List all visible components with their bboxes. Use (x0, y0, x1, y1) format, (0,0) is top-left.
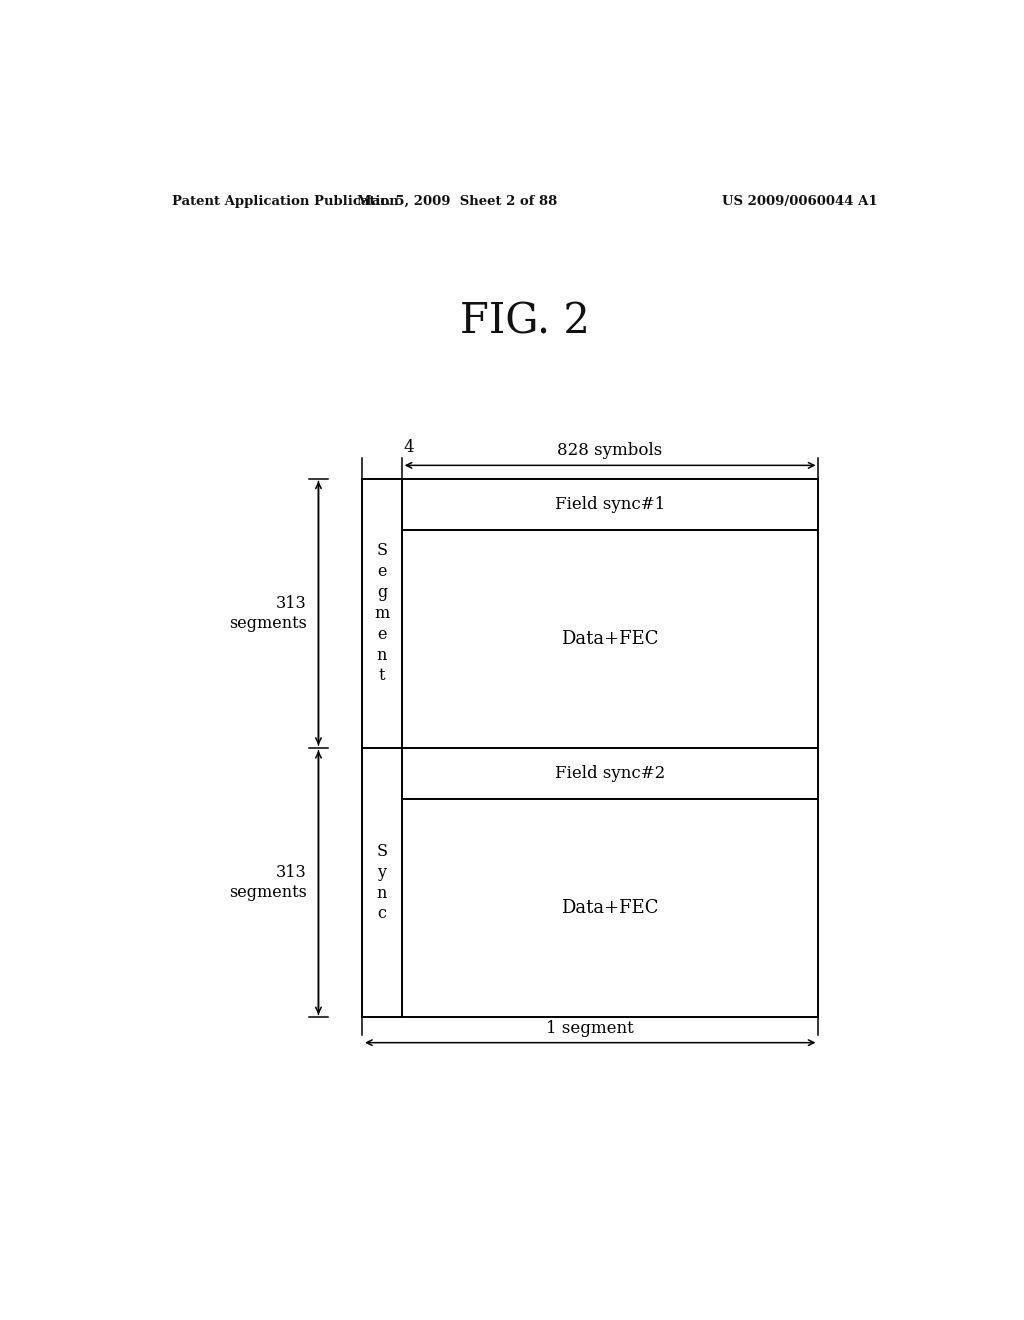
Bar (362, 479, 818, 1018)
Text: 828 symbols: 828 symbols (557, 442, 663, 459)
Text: US 2009/0060044 A1: US 2009/0060044 A1 (722, 194, 878, 207)
Text: Field sync#2: Field sync#2 (555, 764, 666, 781)
Text: S
e
g
m
e
n
t: S e g m e n t (375, 543, 389, 685)
Text: FIG. 2: FIG. 2 (460, 300, 590, 342)
Text: 1 segment: 1 segment (547, 1019, 634, 1036)
Text: Field sync#1: Field sync#1 (555, 496, 666, 513)
Text: Data+FEC: Data+FEC (561, 899, 658, 917)
Text: S
y
n
c: S y n c (377, 842, 387, 923)
Text: Data+FEC: Data+FEC (561, 630, 658, 648)
Text: Mar. 5, 2009  Sheet 2 of 88: Mar. 5, 2009 Sheet 2 of 88 (357, 194, 557, 207)
Text: 313
segments: 313 segments (228, 595, 306, 631)
Text: Patent Application Publication: Patent Application Publication (172, 194, 398, 207)
Text: 4: 4 (403, 440, 414, 457)
Text: 313
segments: 313 segments (228, 865, 306, 900)
